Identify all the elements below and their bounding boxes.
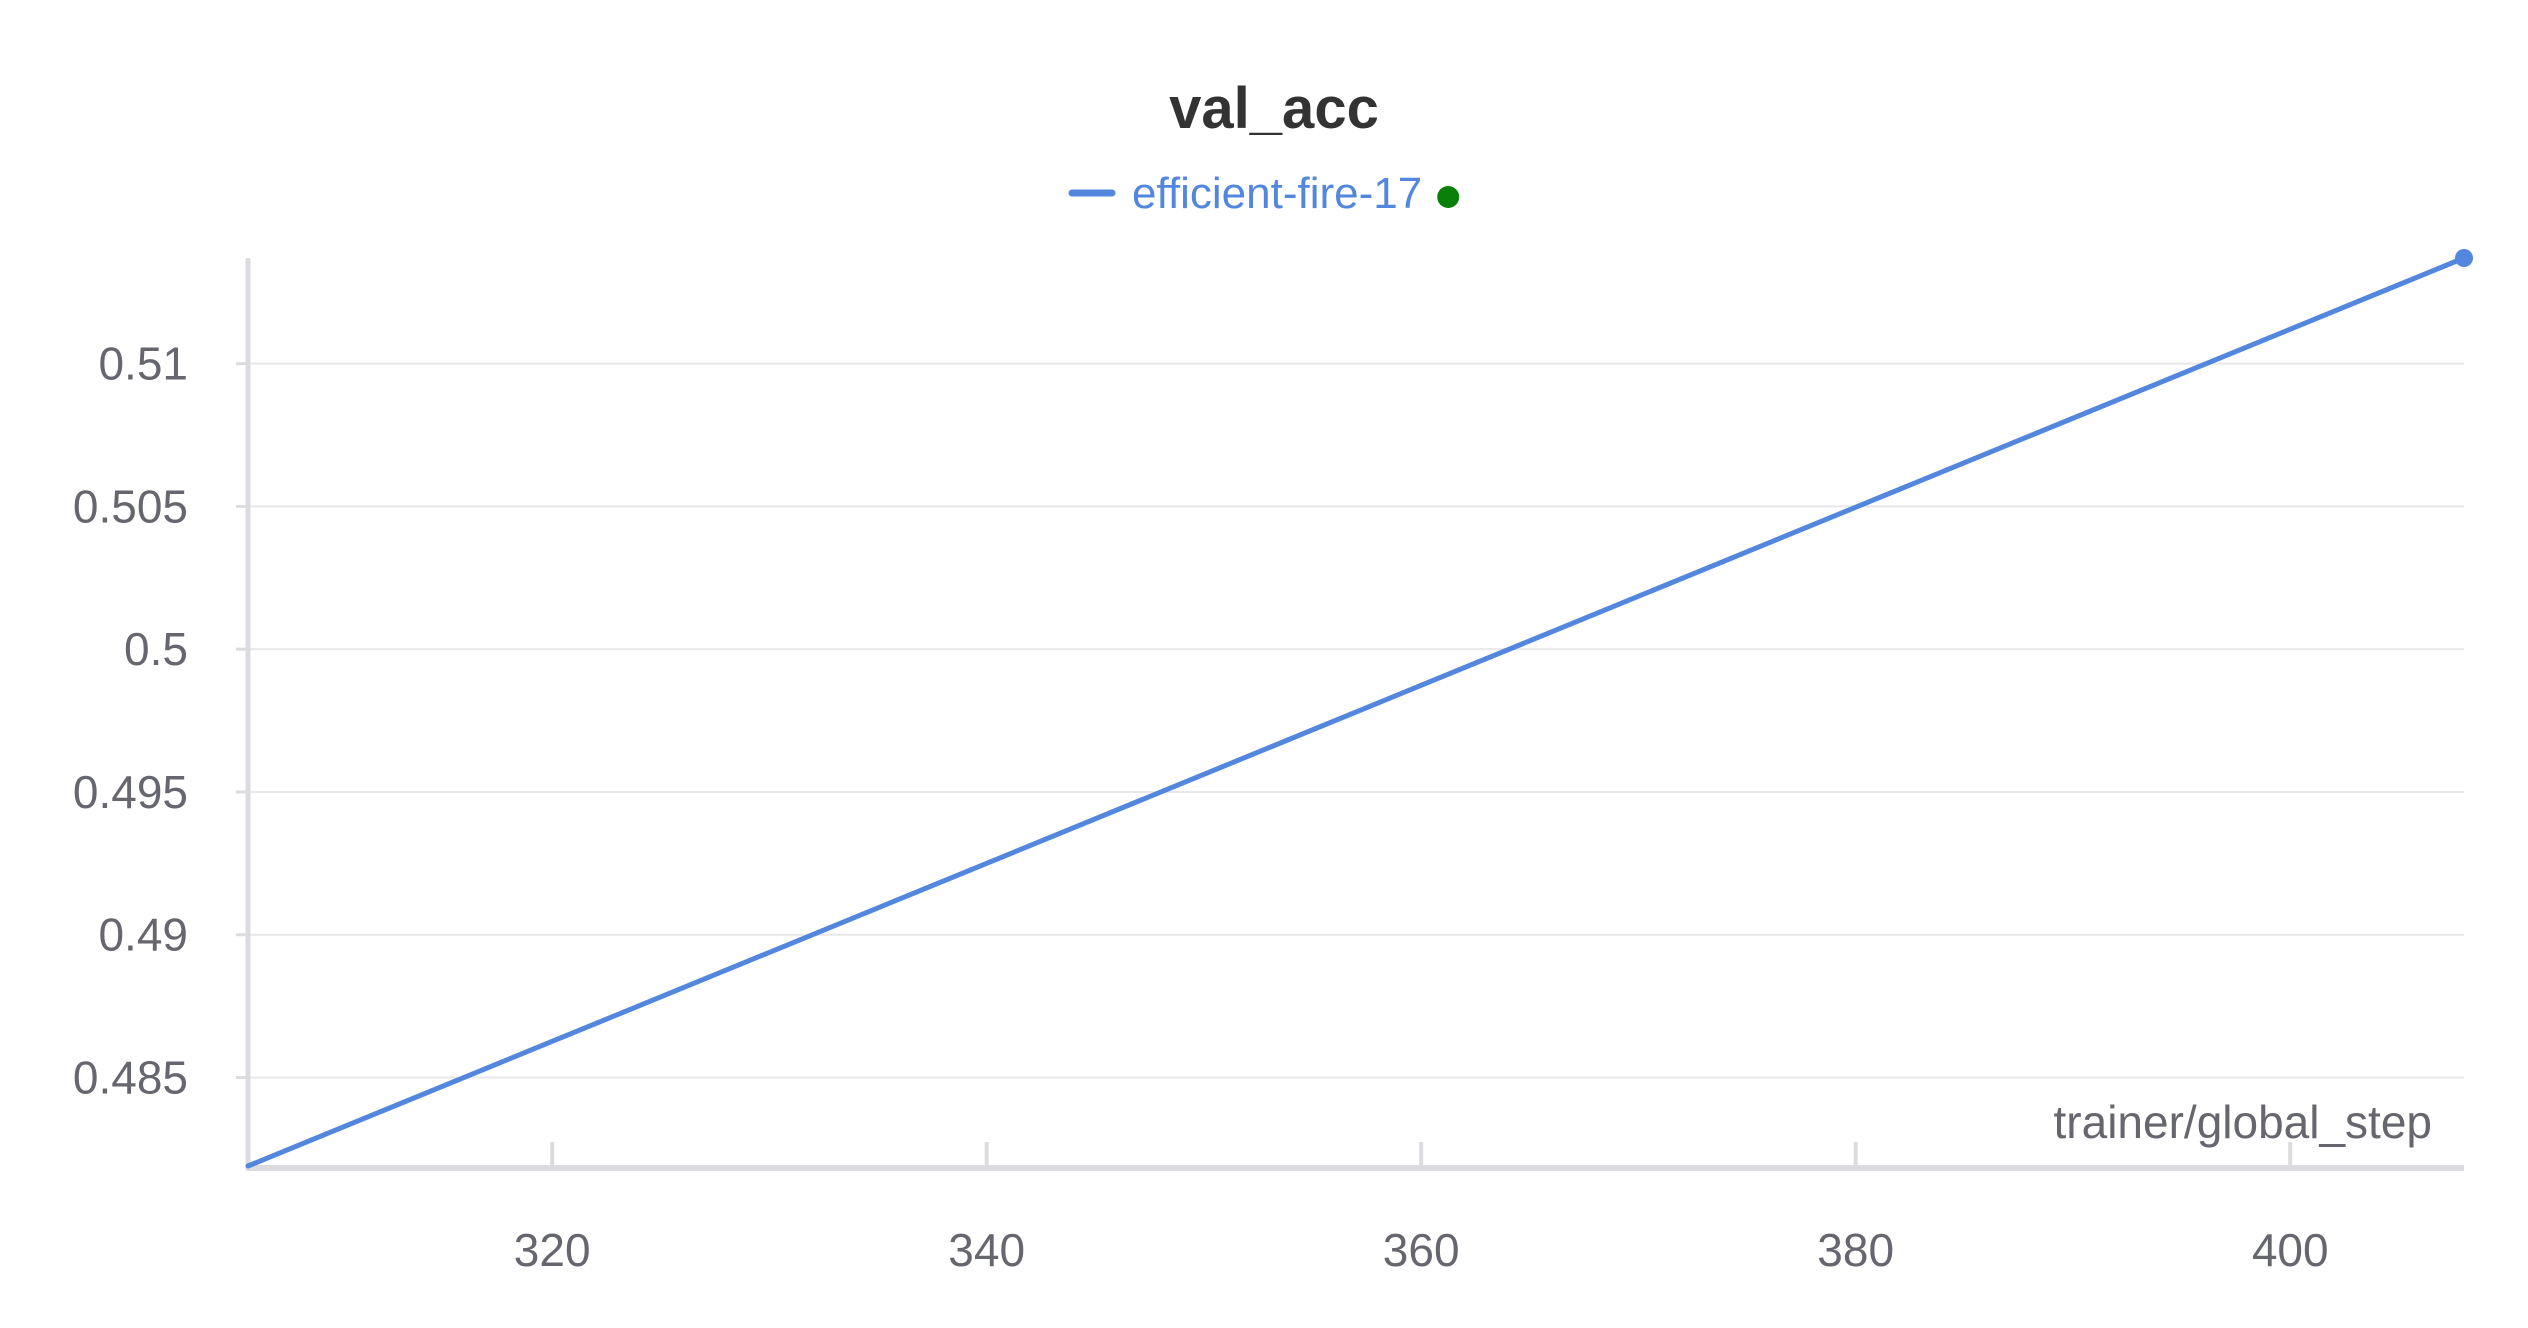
x-tick-label: 340 <box>948 1224 1025 1276</box>
x-tick-label: 320 <box>514 1224 591 1276</box>
legend[interactable]: efficient-fire-17 <box>1068 169 1460 218</box>
x-axis-label: trainer/global_step <box>2054 1096 2432 1148</box>
series-layer <box>245 249 2473 1169</box>
y-tick-label: 0.5 <box>124 623 188 675</box>
y-tick-label: 0.51 <box>98 338 188 390</box>
chart-title: val_acc <box>1169 76 1379 141</box>
y-tick-label: 0.505 <box>73 480 188 532</box>
x-tick-label: 400 <box>2252 1224 2329 1276</box>
y-tick-label: 0.49 <box>98 909 188 961</box>
legend-label-efficient-fire-17: efficient-fire-17 <box>1132 169 1422 218</box>
series-line-efficient-fire-17[interactable] <box>245 255 2467 1169</box>
y-tick-label: 0.495 <box>73 766 188 818</box>
x-tick-label: 360 <box>1383 1224 1460 1276</box>
run-status-dot <box>1437 186 1460 208</box>
axes: 0.485 0.49 0.495 0.5 0.505 0.51 320 340 360 380 40… <box>73 258 2464 1276</box>
series-endpoint[interactable] <box>2455 249 2473 267</box>
y-tick-label: 0.485 <box>73 1051 188 1103</box>
grid-lines <box>248 362 2464 1079</box>
x-tick-label: 380 <box>1817 1224 1894 1276</box>
